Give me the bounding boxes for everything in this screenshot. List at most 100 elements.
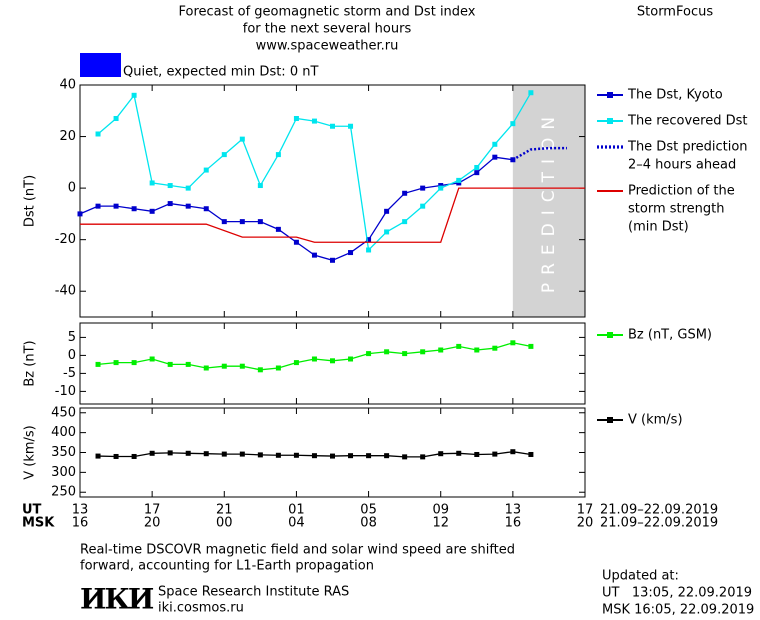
date-range: 21.09–22.09.2019 [600,503,718,518]
plot-frame [79,84,586,318]
point [366,351,372,357]
point [239,451,245,457]
point [221,219,227,225]
point [438,185,444,191]
x-tick-label: 13 [72,503,89,518]
y-tick-label: 400 [51,425,76,440]
x-tick-label: 20 [577,516,594,531]
point [203,365,209,371]
point [420,185,426,191]
logo: ИКИ [80,583,154,616]
series-line [97,92,532,252]
point [311,356,317,362]
series-line [512,146,567,161]
status-swatch [80,53,121,77]
point [167,361,173,367]
point [438,183,444,189]
point [95,453,101,459]
point [528,451,534,457]
y-axis-label: Bz (nT) [23,340,38,386]
legend-marker [607,118,613,124]
point [366,453,372,459]
x-tick-label: 20 [144,516,161,531]
point [239,136,245,142]
point [167,201,173,207]
title: Forecast of geomagnetic storm and Dst in… [178,5,475,20]
point [474,347,480,353]
point [330,257,335,263]
point [348,123,354,129]
point [221,363,227,369]
point [474,170,480,176]
point [257,452,263,458]
point [348,250,354,256]
point [311,252,317,258]
point [348,453,354,459]
point [510,449,516,455]
series-line [80,187,585,243]
point [492,154,498,160]
point [293,452,299,458]
prediction-label: PREDICTION [539,109,559,293]
plot-frame [79,322,586,405]
x-tick-label: 16 [505,516,522,531]
point [311,453,317,459]
y-tick-label: -10 [55,384,76,399]
point [402,219,408,225]
institute: Space Research Institute RAS [158,585,349,600]
legend-label: (min Dst) [628,220,689,235]
point [221,152,227,158]
point [510,121,516,127]
y-tick-label: -40 [55,284,76,299]
x-tick-label: 17 [144,503,161,518]
point [149,208,155,214]
x-tick-label: 09 [432,503,449,518]
point [402,190,408,196]
point [510,340,516,346]
point [402,454,408,460]
point [456,180,462,186]
point [167,183,173,189]
point [438,347,444,353]
legend-marker [607,92,613,98]
legend-label: V (km/s) [628,413,683,428]
legend-label: Bz (nT, GSM) [628,328,712,343]
x-tick-label: 05 [360,503,377,518]
point [492,141,498,147]
point [185,203,191,209]
point [113,203,119,209]
point [293,239,299,245]
point [77,211,83,217]
point [275,452,281,458]
point [113,453,119,459]
point [257,219,263,225]
point [239,219,245,225]
y-tick-label: -20 [55,232,76,247]
point [275,226,281,232]
point [384,229,390,235]
x-tick-label: 01 [288,503,305,518]
point [185,450,191,456]
x-axis-label: MSK [22,516,55,531]
y-tick-label: 5 [68,330,76,345]
date-range: 21.09–22.09.2019 [600,516,718,531]
y-tick-label: 20 [59,129,76,144]
point [474,164,480,170]
x-tick-label: 00 [216,516,233,531]
note: Real-time DSCOVR magnetic field and sola… [80,543,515,558]
title: for the next several hours [243,22,412,37]
point [95,203,101,209]
point [275,365,281,371]
legend-label: The Dst prediction [627,140,748,155]
point [438,451,444,457]
series-line [97,342,532,371]
series-line [79,156,513,261]
point [203,206,209,212]
x-tick-label: 04 [288,516,305,531]
y-tick-label: -5 [63,366,76,381]
point [221,451,227,457]
point [311,118,317,124]
point [330,453,335,459]
point [113,360,119,366]
